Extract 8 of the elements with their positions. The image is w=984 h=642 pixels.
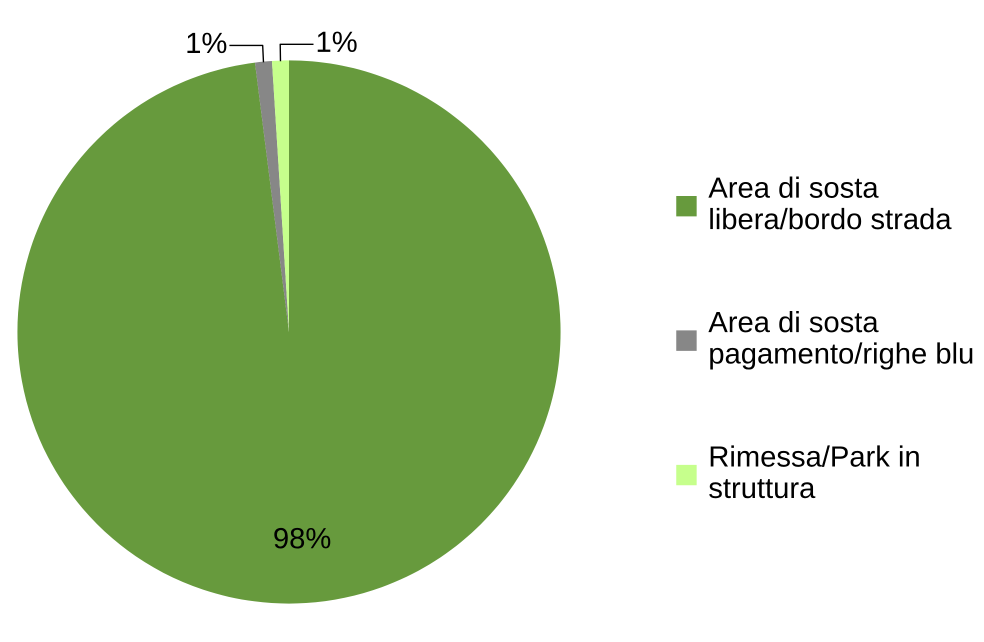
data-label: 1% xyxy=(318,32,357,52)
legend-label: Area di sosta pagamento/righe blu xyxy=(708,310,972,370)
legend-label: Area di sosta libera/bordo strada xyxy=(708,176,952,230)
legend-label: Rimessa/Park in struttura xyxy=(709,445,919,498)
data-label: 98% xyxy=(274,528,330,549)
data-label: 1% xyxy=(187,32,226,54)
pie-slice xyxy=(17,60,561,604)
pie-slice xyxy=(254,60,289,332)
